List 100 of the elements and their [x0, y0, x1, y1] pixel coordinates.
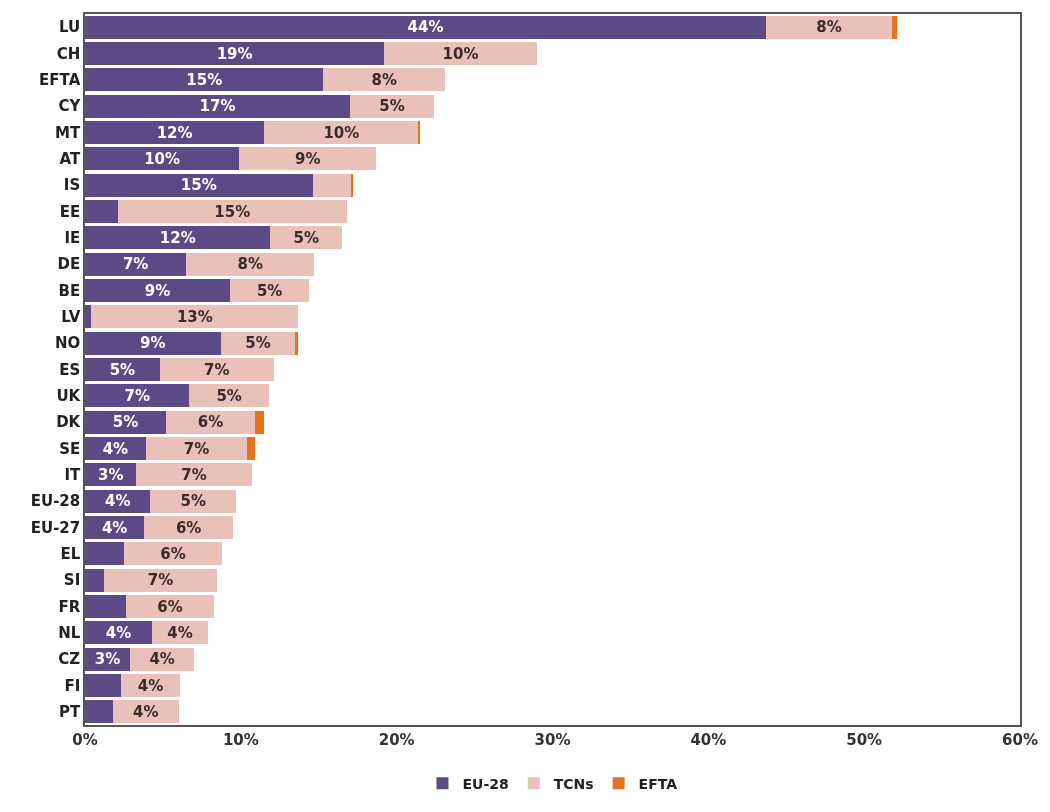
data-label: 3%	[97, 465, 124, 484]
y-tick-label: IS	[63, 176, 81, 195]
bar	[85, 94, 350, 118]
data-label: 5%	[256, 281, 283, 300]
bar	[150, 489, 237, 513]
data-label: 7%	[181, 465, 207, 484]
bar	[239, 147, 377, 171]
y-tick-label: NL	[58, 624, 81, 643]
bar	[892, 15, 897, 39]
data-label: 7%	[122, 255, 149, 274]
y-tick-label: EFTA	[39, 71, 81, 90]
data-label: 15%	[214, 202, 251, 221]
x-tick-label: 60%	[1002, 730, 1038, 749]
data-label: 15%	[180, 176, 217, 195]
data-label: 5%	[109, 360, 136, 379]
bar	[85, 15, 766, 39]
y-tick-label: IE	[64, 229, 81, 248]
x-tick-label: 0%	[72, 730, 98, 749]
bar	[117, 199, 347, 224]
bar	[85, 120, 265, 145]
bar	[85, 199, 118, 224]
data-label: 5%	[180, 492, 207, 511]
bar	[85, 41, 385, 66]
bar	[91, 305, 299, 329]
bar	[145, 436, 248, 461]
data-label: 8%	[371, 70, 397, 89]
data-label: 4%	[102, 439, 129, 458]
bar	[85, 147, 240, 171]
y-tick-label: AT	[59, 150, 82, 169]
y-tick-label: EL	[60, 545, 81, 564]
bar	[85, 542, 124, 566]
bar	[85, 68, 324, 92]
y-tick-label: EE	[59, 202, 81, 221]
data-label: 4%	[104, 492, 131, 511]
data-label: 5%	[293, 228, 320, 247]
y-tick-label: PT	[59, 703, 82, 722]
x-tick-label: 30%	[534, 730, 571, 749]
data-label: 5%	[245, 334, 271, 353]
bar	[418, 120, 421, 145]
y-tick-label: FR	[58, 597, 81, 616]
bar	[85, 594, 126, 619]
y-tick-label: NO	[54, 334, 81, 353]
y-tick-label: ES	[59, 360, 81, 379]
data-label: 4%	[149, 650, 175, 669]
data-label: 12%	[159, 228, 196, 247]
y-tick-label: CY	[58, 97, 82, 116]
bar	[85, 384, 190, 408]
y-tick-label: SE	[59, 439, 81, 458]
y-tick-label: MT	[55, 123, 81, 142]
data-label: 9%	[295, 149, 321, 168]
data-label: 7%	[147, 571, 174, 590]
bar	[323, 68, 445, 92]
y-tick-label: LU	[59, 18, 81, 37]
bar	[85, 700, 114, 724]
y-tick-label: EU-28	[30, 492, 81, 511]
bar	[264, 120, 419, 145]
data-label: 7%	[183, 439, 210, 458]
legend-label: EU-28	[462, 775, 509, 792]
data-label: 3%	[94, 650, 121, 669]
data-label: 10%	[323, 123, 360, 142]
bar	[247, 436, 255, 461]
bar	[351, 173, 354, 197]
data-label: 4%	[133, 702, 159, 721]
data-label: 15%	[186, 70, 223, 89]
data-label: 17%	[199, 97, 236, 116]
data-label: 12%	[156, 123, 193, 142]
data-label: 5%	[216, 386, 242, 405]
bar	[186, 252, 315, 276]
y-tick-label: CH	[56, 44, 81, 63]
data-label: 6%	[157, 597, 183, 616]
bar	[85, 226, 271, 250]
data-label: 6%	[175, 518, 202, 537]
data-label: 5%	[112, 413, 139, 432]
legend-label: TCNs	[553, 775, 594, 792]
bar	[85, 173, 313, 197]
bar	[123, 542, 223, 566]
y-tick-label: UK	[56, 387, 82, 406]
data-label: 10%	[442, 44, 479, 63]
data-label: 9%	[144, 281, 171, 300]
data-label: 9%	[140, 334, 166, 353]
data-label: 10%	[144, 149, 181, 168]
y-tick-label: IT	[64, 466, 81, 485]
data-label: 4%	[101, 518, 128, 537]
x-tick-label: 50%	[846, 730, 883, 749]
data-label: 8%	[237, 255, 263, 274]
x-tick-label: 10%	[222, 730, 259, 749]
bar	[384, 41, 537, 66]
bar	[166, 410, 255, 434]
data-label: 13%	[176, 307, 213, 326]
data-label: 5%	[379, 97, 405, 116]
bar	[85, 331, 221, 355]
data-label: 4%	[167, 623, 193, 642]
data-label: 4%	[137, 676, 164, 695]
y-tick-label: SI	[63, 571, 81, 590]
bar	[254, 410, 265, 434]
bar	[312, 173, 352, 197]
bar	[85, 252, 187, 276]
bar	[295, 331, 299, 355]
bar	[85, 673, 121, 698]
y-tick-label: BE	[58, 281, 81, 300]
